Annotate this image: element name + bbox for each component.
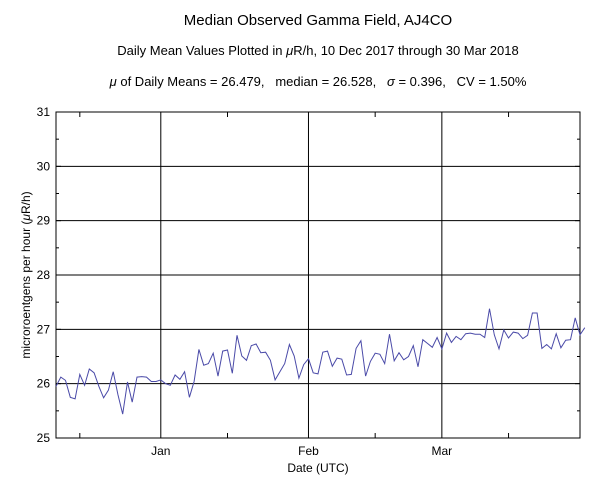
x-axis-label: Date (UTC) (287, 461, 348, 475)
x-tick-label: Mar (432, 444, 453, 458)
chart-subtitle-range: Daily Mean Values Plotted in μR/h, 10 De… (117, 43, 518, 58)
y-axis-label: microroentgens per hour (μR/h) (19, 191, 33, 358)
series-line (55, 308, 586, 415)
y-tick-label: 27 (37, 322, 51, 336)
y-tick-label: 28 (37, 268, 51, 282)
y-tick-label: 30 (37, 159, 51, 173)
x-tick-label: Jan (151, 444, 170, 458)
y-tick-label: 31 (37, 105, 51, 119)
y-tick-label: 25 (37, 431, 51, 445)
x-axis-ticks: Jan Feb Mar (79, 112, 510, 458)
y-tick-label: 26 (37, 377, 51, 391)
y-tick-label: 29 (37, 214, 51, 228)
x-tick-label: Feb (298, 444, 319, 458)
chart-subtitle-stats: μ of Daily Means = 26.479, median = 26.5… (109, 74, 527, 89)
y-axis-ticks: 25 26 27 28 29 30 31 (37, 105, 580, 445)
grid (56, 112, 580, 438)
chart-title: Median Observed Gamma Field, AJ4CO (184, 12, 452, 29)
